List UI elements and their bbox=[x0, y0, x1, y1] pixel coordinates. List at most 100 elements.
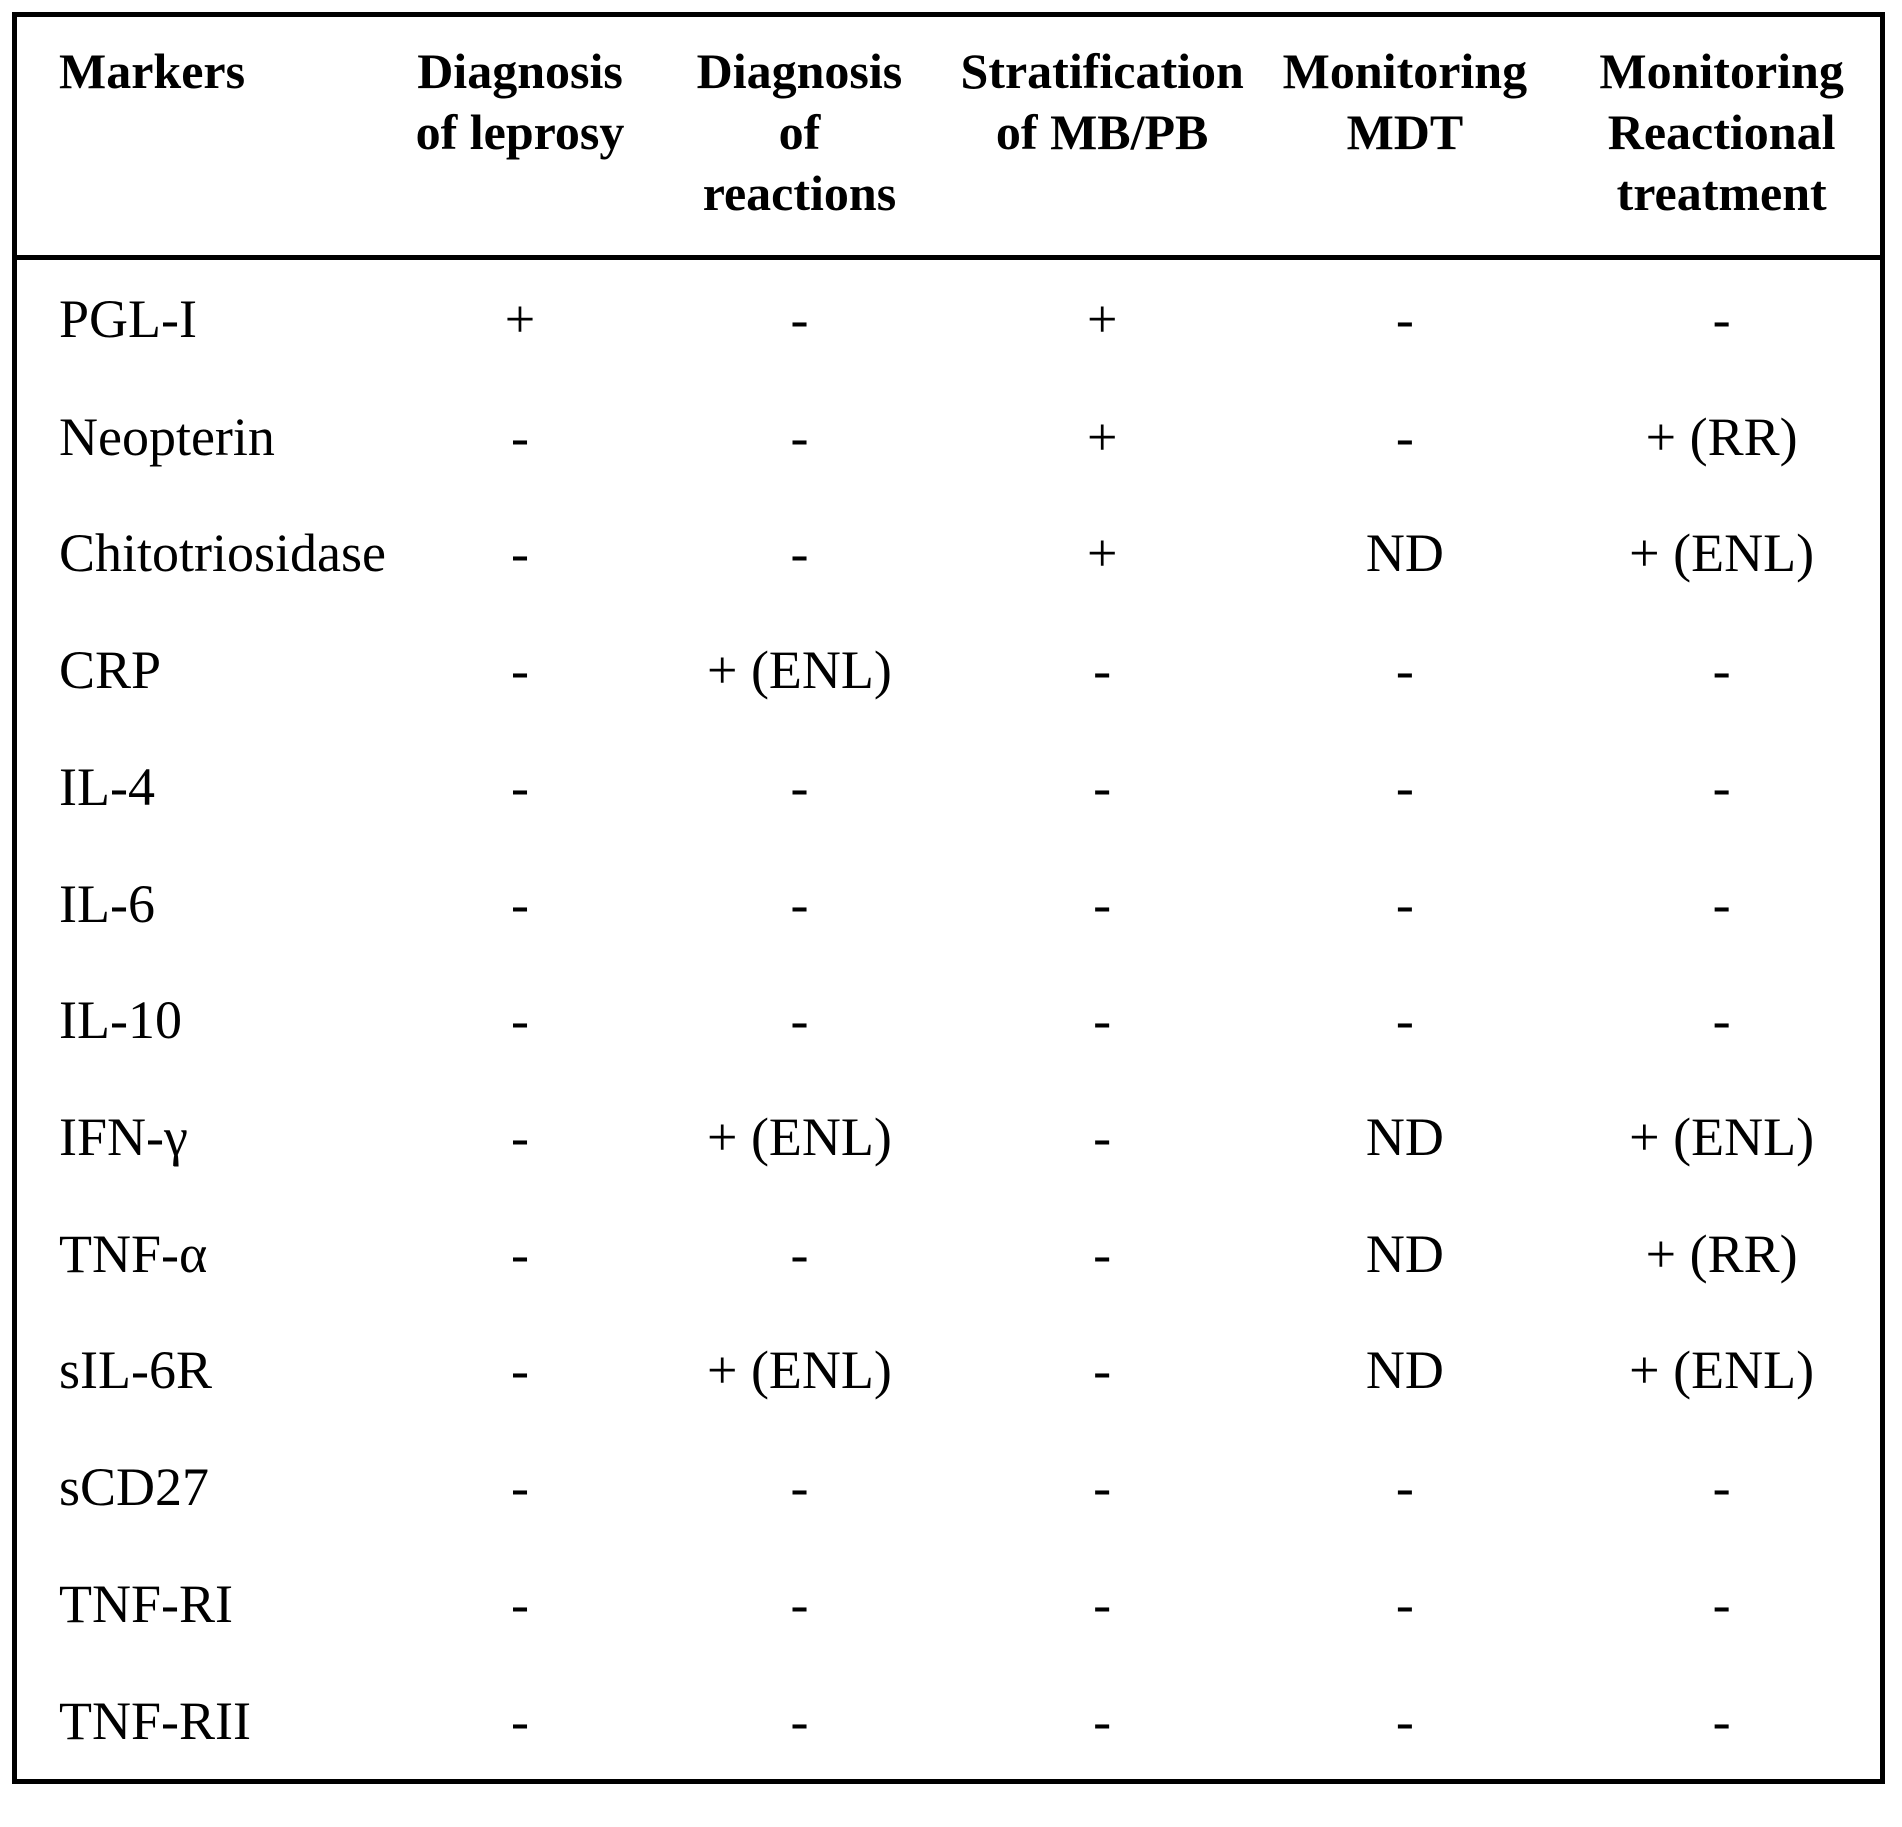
header-row: Markers Diagnosis of leprosy Diagnosis o… bbox=[17, 17, 1880, 260]
marker-name-cell: Chitotriosidase bbox=[59, 523, 386, 584]
table-row: sIL-6R - + (ENL) - ND + (ENL) bbox=[17, 1312, 1880, 1429]
marker-value-cell: - bbox=[1395, 1690, 1414, 1751]
marker-value-cell: - bbox=[1395, 1457, 1414, 1518]
marker-value-cell: - bbox=[1093, 756, 1112, 817]
marker-name-cell: CRP bbox=[59, 640, 162, 701]
marker-value-cell: - bbox=[511, 523, 529, 584]
marker-value-cell: - bbox=[1093, 1457, 1112, 1518]
marker-value-cell: - bbox=[790, 1690, 809, 1751]
marker-value-cell: + (RR) bbox=[1645, 1223, 1798, 1284]
marker-name-cell: TNF-α bbox=[59, 1223, 208, 1284]
table-row: TNF-RII - - - - - bbox=[17, 1662, 1880, 1779]
marker-value-cell: - bbox=[1395, 288, 1414, 349]
marker-value-cell: - bbox=[511, 1223, 529, 1284]
marker-value-cell: - bbox=[511, 1690, 529, 1751]
header-diagnosis-of-reactions: Diagnosis of reactions bbox=[641, 17, 958, 260]
marker-name-cell: sCD27 bbox=[59, 1457, 210, 1518]
table-row: Chitotriosidase - - + ND + (ENL) bbox=[17, 495, 1880, 612]
marker-value-cell: + (RR) bbox=[1645, 406, 1798, 467]
marker-value-cell: - bbox=[1093, 1573, 1112, 1634]
marker-value-cell: - bbox=[790, 523, 809, 584]
header-diagnosis-of-leprosy: Diagnosis of leprosy bbox=[398, 17, 642, 260]
table-header: Markers Diagnosis of leprosy Diagnosis o… bbox=[17, 17, 1880, 260]
marker-value-cell: - bbox=[790, 288, 809, 349]
marker-name-cell: IL-6 bbox=[59, 873, 155, 934]
marker-value-cell: - bbox=[1395, 873, 1414, 934]
marker-name-cell: IL-4 bbox=[59, 756, 155, 817]
header-markers: Markers bbox=[17, 17, 399, 260]
marker-value-cell: - bbox=[790, 990, 809, 1051]
marker-value-cell: - bbox=[1712, 873, 1731, 934]
marker-value-cell: + (ENL) bbox=[1629, 523, 1815, 584]
marker-value-cell: - bbox=[790, 756, 809, 817]
marker-value-cell: - bbox=[1395, 756, 1414, 817]
marker-value-cell: - bbox=[790, 1573, 809, 1634]
marker-value-cell: - bbox=[1093, 1690, 1112, 1751]
marker-name-cell: TNF-RII bbox=[59, 1690, 251, 1751]
marker-value-cell: - bbox=[1093, 1223, 1112, 1284]
marker-value-cell: - bbox=[511, 873, 529, 934]
marker-value-cell: + (ENL) bbox=[707, 640, 892, 701]
table-row: IFN-γ - + (ENL) - ND + (ENL) bbox=[17, 1079, 1880, 1196]
header-monitoring-mdt: Monitoring MDT bbox=[1246, 17, 1564, 260]
marker-value-cell: - bbox=[790, 873, 809, 934]
marker-value-cell: - bbox=[1093, 640, 1112, 701]
marker-name-cell: IFN-γ bbox=[59, 1106, 188, 1167]
marker-value-cell: - bbox=[511, 640, 529, 701]
marker-value-cell: - bbox=[1093, 1340, 1112, 1401]
marker-value-cell: - bbox=[1395, 640, 1414, 701]
marker-name-cell: TNF-RI bbox=[59, 1573, 233, 1634]
markers-table: Markers Diagnosis of leprosy Diagnosis o… bbox=[17, 17, 1880, 1779]
markers-table-frame: Markers Diagnosis of leprosy Diagnosis o… bbox=[12, 12, 1885, 1784]
marker-value-cell: - bbox=[511, 756, 529, 817]
marker-value-cell: - bbox=[511, 990, 529, 1051]
marker-value-cell: - bbox=[511, 1457, 529, 1518]
table-body: PGL-I + - + - - Neopterin - - + - + (RR) Chitotriosi… bbox=[17, 257, 1880, 1779]
table-row: Neopterin - - + - + (RR) bbox=[17, 378, 1880, 495]
marker-name-cell: Neopterin bbox=[59, 406, 275, 467]
marker-value-cell: + bbox=[1086, 288, 1118, 349]
marker-name-cell: sIL-6R bbox=[59, 1340, 212, 1401]
marker-value-cell: - bbox=[1712, 1690, 1731, 1751]
marker-value-cell: + (ENL) bbox=[1629, 1106, 1815, 1167]
table-row: TNF-RI - - - - - bbox=[17, 1545, 1880, 1662]
marker-value-cell: - bbox=[1712, 288, 1731, 349]
marker-value-cell: - bbox=[511, 1340, 529, 1401]
marker-name-cell: IL-10 bbox=[59, 990, 182, 1051]
table-row: CRP - + (ENL) - - - bbox=[17, 612, 1880, 729]
marker-value-cell: + (ENL) bbox=[1629, 1340, 1815, 1401]
table-row: IL-4 - - - - - bbox=[17, 728, 1880, 845]
marker-name-cell: PGL-I bbox=[59, 288, 197, 349]
marker-value-cell: - bbox=[511, 406, 529, 467]
marker-value-cell: - bbox=[1093, 1106, 1112, 1167]
marker-value-cell: + bbox=[1086, 523, 1118, 584]
marker-value-cell: - bbox=[511, 1573, 529, 1634]
marker-value-cell: + (ENL) bbox=[707, 1340, 892, 1401]
marker-value-cell: - bbox=[1712, 1457, 1731, 1518]
marker-value-cell: - bbox=[1712, 756, 1731, 817]
marker-value-cell: - bbox=[1712, 640, 1731, 701]
table-row: IL-10 - - - - - bbox=[17, 962, 1880, 1079]
marker-value-cell: - bbox=[1395, 990, 1414, 1051]
header-stratification-of-mb-pb: Stratification of MB/PB bbox=[957, 17, 1247, 260]
marker-value-cell: - bbox=[790, 406, 809, 467]
marker-value-cell: + bbox=[504, 288, 536, 349]
marker-value-cell: - bbox=[511, 1106, 529, 1167]
marker-value-cell: + bbox=[1086, 406, 1118, 467]
marker-value-cell: ND bbox=[1365, 1223, 1444, 1284]
marker-value-cell: - bbox=[1395, 406, 1414, 467]
marker-value-cell: ND bbox=[1365, 1106, 1444, 1167]
marker-value-cell: - bbox=[1712, 1573, 1731, 1634]
table-row: IL-6 - - - - - bbox=[17, 845, 1880, 962]
marker-value-cell: - bbox=[790, 1457, 809, 1518]
marker-value-cell: ND bbox=[1365, 1340, 1444, 1401]
header-monitoring-reactional-treatment: Monitoring Reactional treatment bbox=[1563, 17, 1880, 260]
marker-value-cell: ND bbox=[1365, 523, 1444, 584]
marker-value-cell: - bbox=[1093, 990, 1112, 1051]
marker-value-cell: - bbox=[1093, 873, 1112, 934]
marker-value-cell: - bbox=[1712, 990, 1731, 1051]
marker-value-cell: - bbox=[1395, 1573, 1414, 1634]
table-row: sCD27 - - - - - bbox=[17, 1429, 1880, 1546]
table-row: TNF-α - - - ND + (RR) bbox=[17, 1195, 1880, 1312]
marker-value-cell: - bbox=[790, 1223, 809, 1284]
